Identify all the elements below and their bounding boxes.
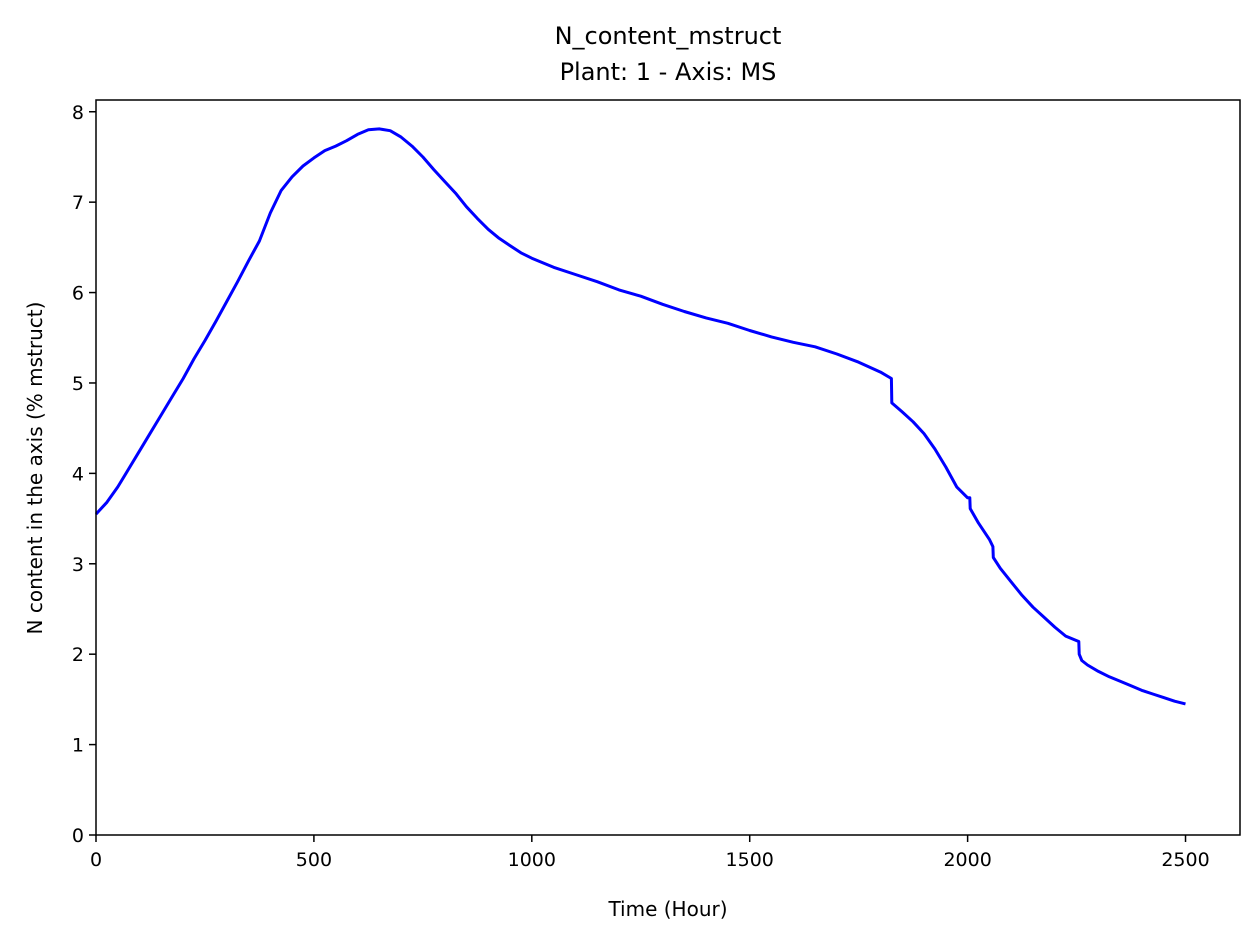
y-tick-label: 7 xyxy=(72,192,84,214)
x-tick-label: 2500 xyxy=(1161,849,1209,871)
x-tick-label: 0 xyxy=(90,849,102,871)
series-line xyxy=(94,127,1186,706)
chart-title: N_content_mstruct xyxy=(555,22,782,50)
chart-subtitle: Plant: 1 - Axis: MS xyxy=(560,58,777,86)
y-tick-label: 3 xyxy=(72,554,84,576)
y-tick-label: 2 xyxy=(72,644,84,666)
y-tick-label: 8 xyxy=(72,102,84,124)
x-tick-label: 1000 xyxy=(508,849,556,871)
y-tick-label: 4 xyxy=(72,463,84,485)
y-tick-label: 6 xyxy=(72,283,84,305)
y-tick-label: 0 xyxy=(72,825,84,847)
x-tick-label: 2000 xyxy=(943,849,991,871)
x-axis-label: Time (Hour) xyxy=(607,897,727,921)
axis-ticks: 0 500 1000 1500 2000 2500 0 1 2 3 4 5 6 7 8 xyxy=(72,102,1210,871)
plot-area-frame xyxy=(95,99,1241,836)
y-tick-label: 5 xyxy=(72,373,84,395)
x-tick-label: 500 xyxy=(296,849,332,871)
y-tick-label: 1 xyxy=(72,735,84,757)
x-tick-label: 1500 xyxy=(726,849,774,871)
y-axis-label: N content in the axis (% mstruct) xyxy=(23,302,47,635)
